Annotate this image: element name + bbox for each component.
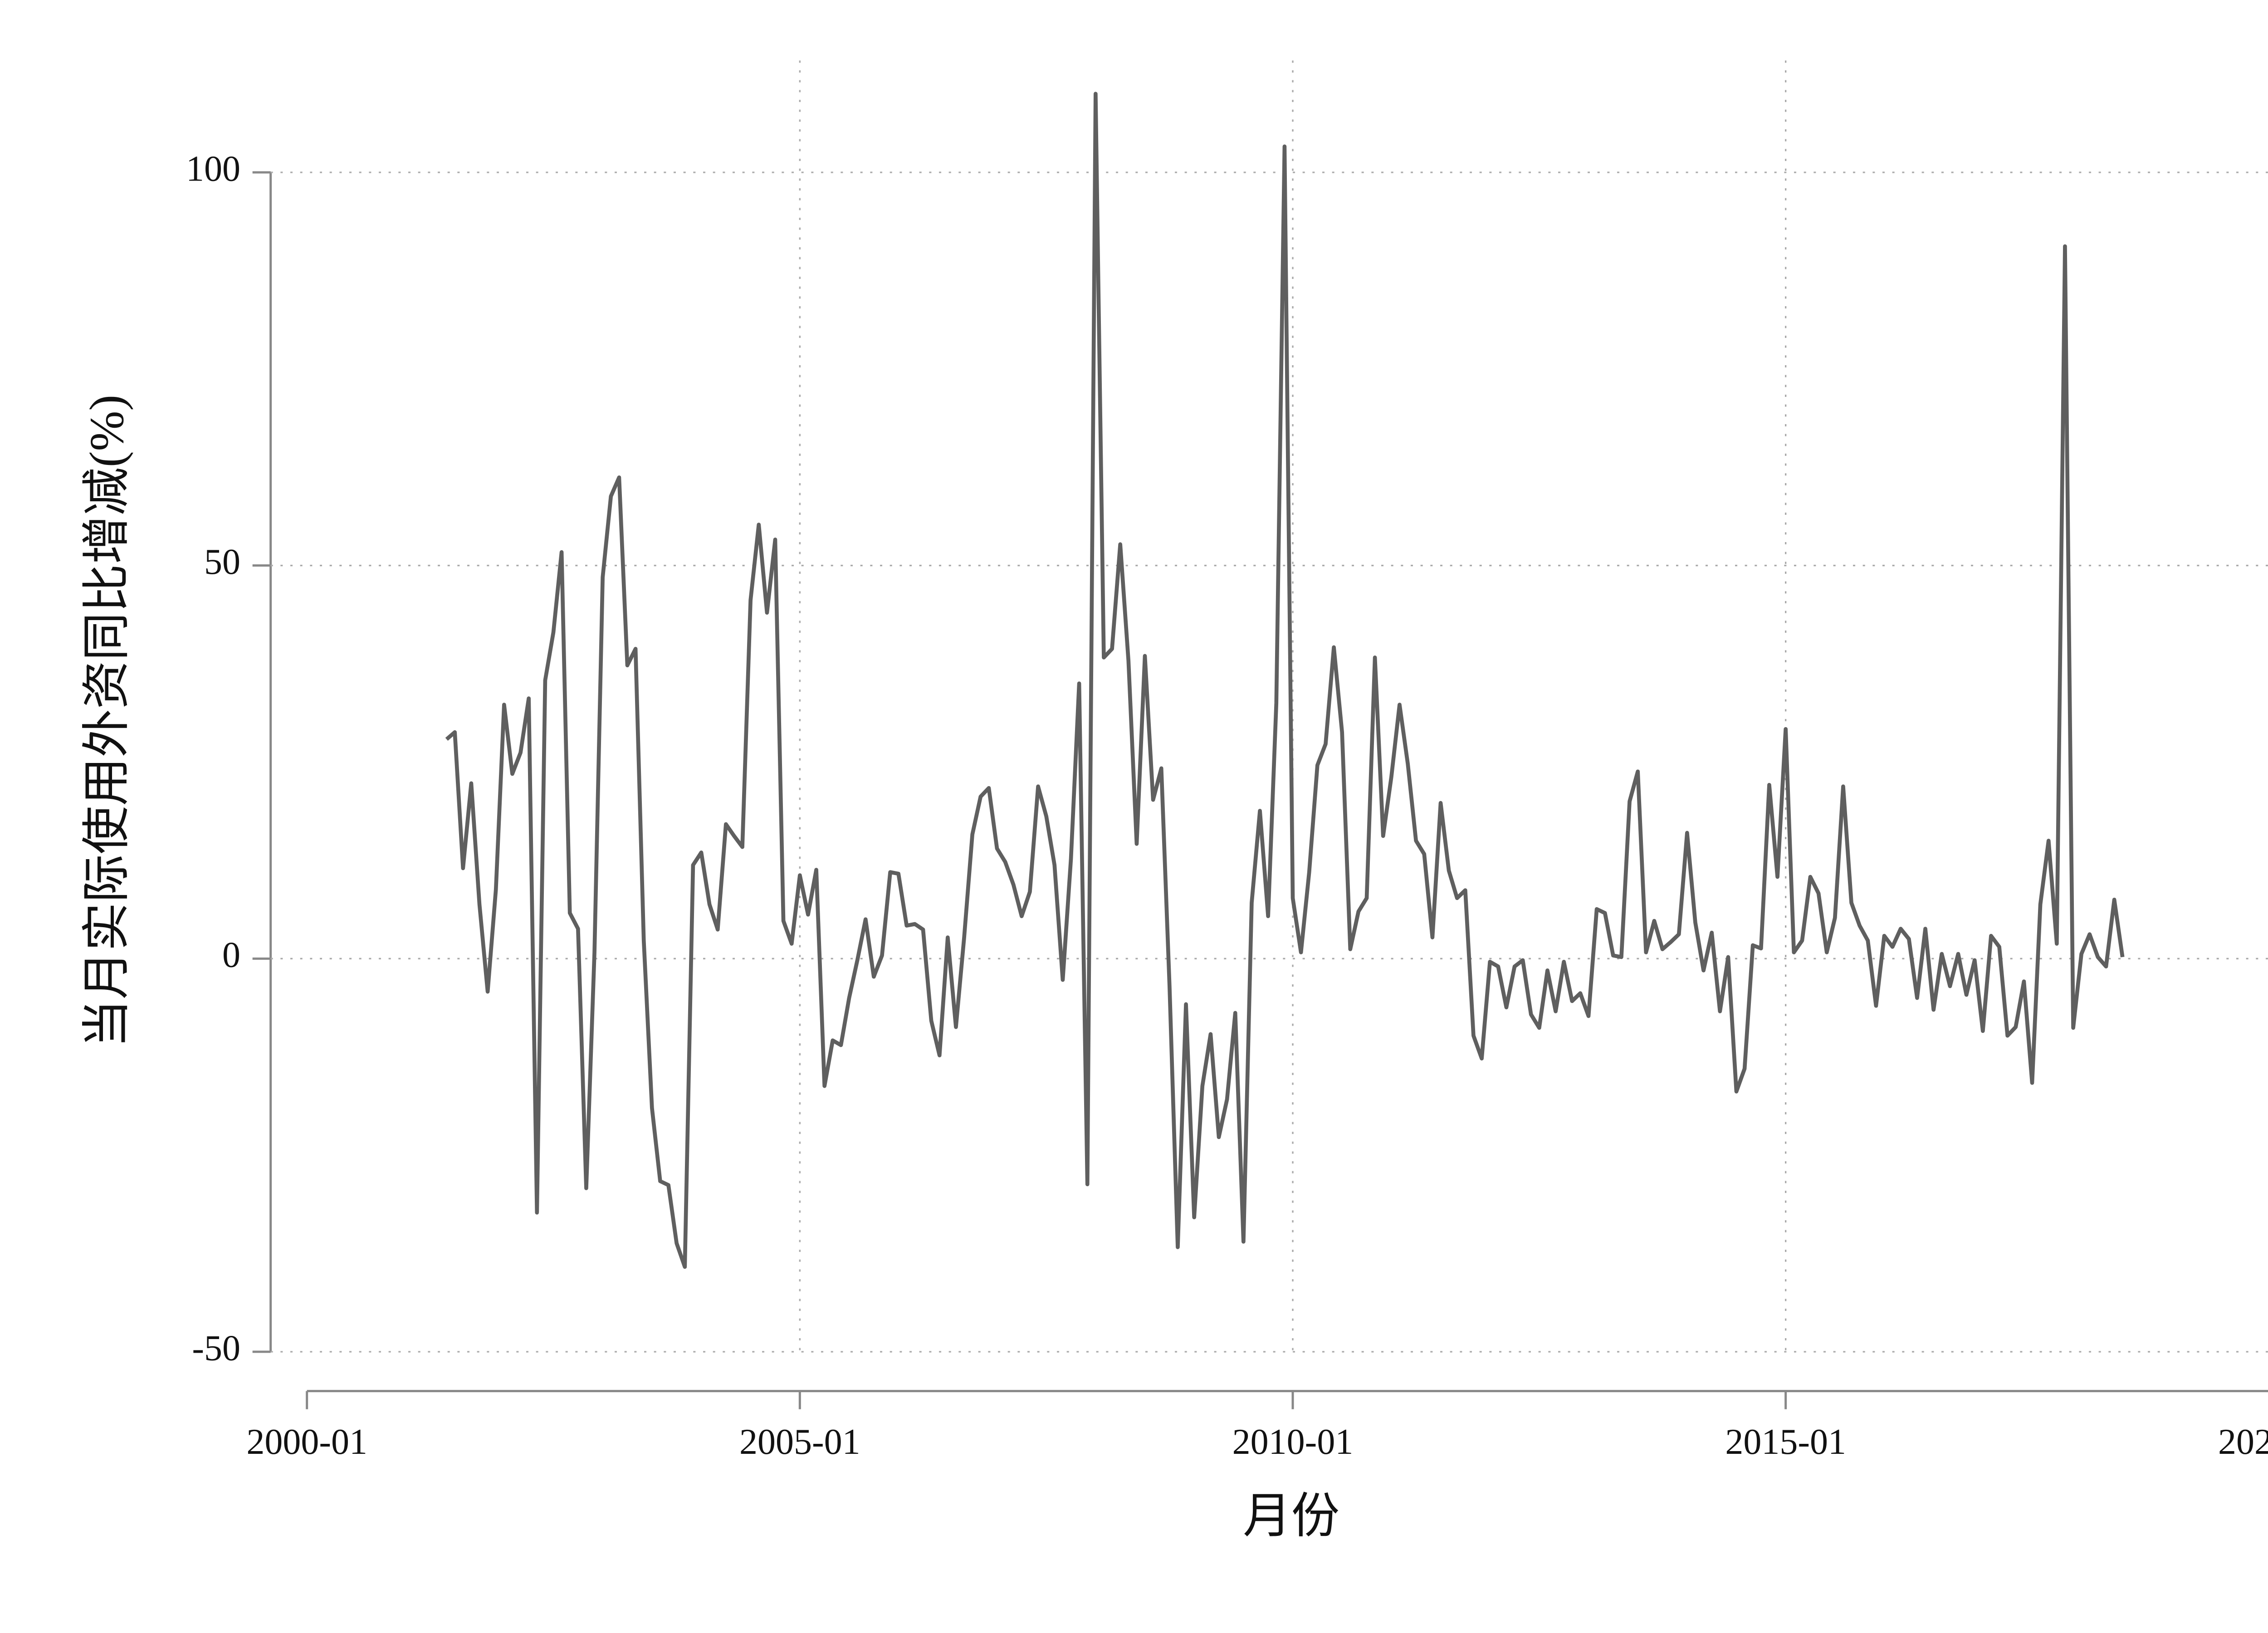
x-tick-label: 2020-01 <box>2218 1422 2268 1462</box>
x-tick-label: 2015-01 <box>1725 1422 1846 1462</box>
x-tick-label: 2005-01 <box>739 1422 860 1462</box>
x-tick-label: 2000-01 <box>246 1422 367 1462</box>
data-line <box>445 92 2125 1269</box>
y-tick-label: -50 <box>192 1328 240 1368</box>
x-tick-label: 2010-01 <box>1232 1422 1354 1462</box>
x-axis-title: 月份 <box>1243 1490 1339 1543</box>
y-axis-title: 当月实际使用外资同比增减(%) <box>80 395 134 1048</box>
y-tick-label: 50 <box>204 542 240 582</box>
y-tick-label: 0 <box>222 935 240 975</box>
y-tick-label: 100 <box>186 149 240 189</box>
